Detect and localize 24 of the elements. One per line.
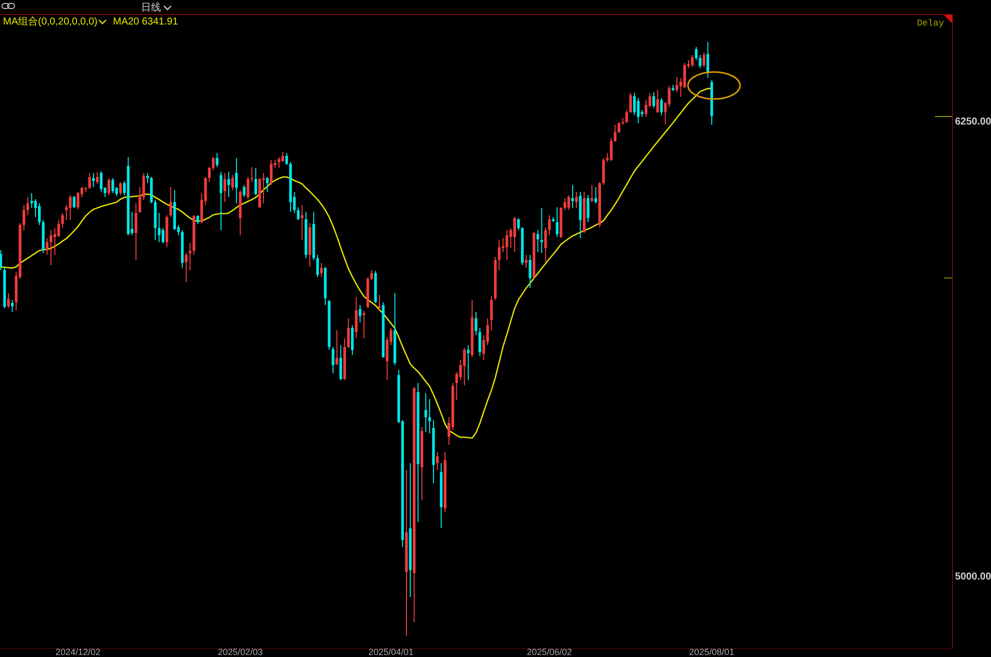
x-tick-label: 2025/04/01 bbox=[368, 646, 414, 657]
candlestick bbox=[571, 184, 574, 208]
candlestick bbox=[362, 310, 366, 338]
candlestick bbox=[540, 208, 544, 254]
x-tick-label: 2024/12/02 bbox=[55, 646, 101, 657]
x-tick-label: 2025/08/01 bbox=[689, 646, 734, 657]
y-tick-label: 6250.00 bbox=[955, 116, 991, 128]
candlestick bbox=[300, 205, 304, 240]
candlestick bbox=[92, 172, 95, 188]
candlestick bbox=[405, 470, 408, 636]
line-series bbox=[0, 88, 712, 439]
candlestick bbox=[466, 345, 470, 380]
x-tick-label: 2025/02/03 bbox=[218, 646, 263, 657]
candlestick bbox=[188, 242, 192, 270]
x-tick-label: 2025/06/02 bbox=[526, 646, 572, 657]
text: 日线 bbox=[141, 2, 161, 14]
candlestick bbox=[590, 184, 594, 202]
text: Delay bbox=[916, 18, 945, 28]
candlestick bbox=[50, 230, 52, 266]
candlestick bbox=[250, 167, 254, 182]
candlestick bbox=[672, 84, 674, 92]
y-tick-label: 5000.00 bbox=[955, 572, 991, 583]
legend-label: MA20 6341.91 bbox=[113, 16, 178, 28]
annotation: MA组合(0,0,20,0,0,0) bbox=[3, 16, 98, 28]
